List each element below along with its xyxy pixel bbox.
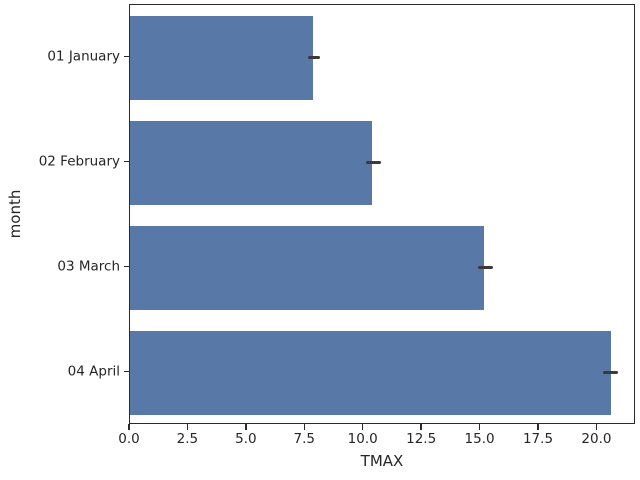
- error-bar-03-march: [478, 265, 494, 270]
- x-tick-mark: [128, 424, 130, 430]
- bar-01-january: [130, 15, 314, 100]
- y-axis-label: month: [6, 189, 24, 239]
- x-tick-label: 12.5: [406, 431, 437, 447]
- error-bar-04-april: [603, 370, 619, 375]
- y-tick-mark: [123, 370, 129, 373]
- x-tick-mark: [245, 424, 247, 430]
- x-tick-mark: [478, 424, 481, 430]
- error-bar-02-february: [366, 160, 382, 165]
- y-tick-mark: [123, 265, 129, 268]
- x-tick-label: 5.0: [235, 431, 257, 447]
- x-tick-mark: [303, 424, 305, 430]
- x-tick-label: 10.0: [347, 431, 378, 447]
- y-tick-label-03-march: 03 March: [57, 257, 120, 274]
- bar-03-march: [130, 225, 485, 310]
- y-tick-label-01-january: 01 January: [47, 47, 120, 64]
- x-tick-label: 15.0: [464, 431, 495, 447]
- x-tick-label: 17.5: [522, 431, 554, 447]
- y-tick-label-04-april: 04 April: [67, 362, 120, 379]
- y-tick-label-02-february: 02 February: [38, 152, 120, 169]
- bar-04-april: [130, 330, 612, 415]
- y-tick-mark: [123, 55, 129, 58]
- x-tick-mark: [362, 424, 364, 430]
- error-bar-01-january: [307, 55, 321, 60]
- x-tick-label: 7.5: [293, 431, 316, 447]
- bar-02-february: [130, 120, 372, 205]
- x-tick-mark: [537, 424, 539, 430]
- x-tick-mark: [595, 424, 598, 430]
- x-tick-mark: [186, 424, 189, 430]
- x-axis-label: TMAX: [360, 452, 404, 470]
- x-tick-label: 0.0: [118, 431, 140, 447]
- plot-area: [129, 4, 635, 424]
- y-tick-mark: [123, 160, 129, 163]
- x-tick-mark: [420, 424, 422, 430]
- x-tick-label: 2.5: [176, 431, 199, 447]
- x-tick-label: 20.0: [581, 431, 612, 447]
